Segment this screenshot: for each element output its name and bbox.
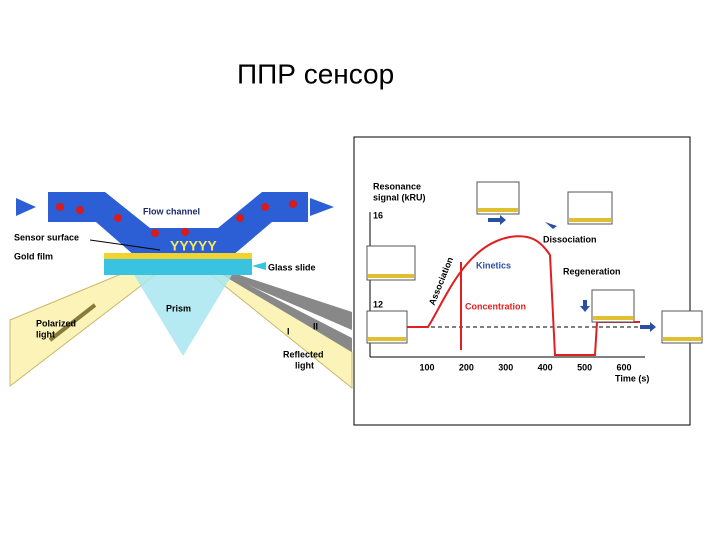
panel-border (353, 136, 691, 426)
prism (134, 275, 232, 356)
y-tick-label: 12 (373, 299, 383, 309)
axis-title: Time (s) (615, 373, 649, 383)
label: Glass slide (268, 262, 316, 272)
beam-i (200, 262, 352, 330)
setup-diagram: YYYYY Flow channel Sensor surface Gold f… (9, 192, 353, 390)
phase-label: Regeneration (563, 266, 621, 276)
label: Sensor surface (14, 232, 79, 242)
x-tick-label: 300 (498, 362, 513, 372)
sensorgram: Resonance signal (kRU) 16141210020030040… (353, 136, 703, 426)
axis-title: signal (kRU) (373, 192, 426, 202)
flow-channel (48, 192, 308, 256)
label: Prism (166, 303, 191, 313)
phase-label: Kinetics (476, 260, 511, 270)
flow-arrow (16, 198, 36, 216)
axis-title: Resonance (373, 181, 421, 191)
label: Gold film (14, 251, 53, 261)
label: Flow channel (143, 206, 200, 216)
slide-title: ППР сенсор (237, 58, 394, 89)
gold-film (104, 253, 252, 259)
y-tick-label: 16 (373, 210, 383, 220)
glass-slide (104, 259, 252, 275)
label: Polarized (36, 318, 76, 328)
x-tick-label: 100 (419, 362, 434, 372)
x-tick-label: 600 (616, 362, 631, 372)
x-tick-label: 400 (538, 362, 553, 372)
arrows (488, 215, 656, 332)
pointer (252, 262, 266, 270)
phase-label: Concentration (465, 301, 526, 311)
light-arrow (48, 303, 97, 342)
beam-ii (204, 262, 352, 352)
label: light (295, 360, 314, 370)
leader-line (89, 239, 161, 251)
flow-arrow (310, 198, 334, 216)
label: Reflected (283, 349, 324, 359)
response-curve (375, 235, 640, 356)
antibodies: YYYYY (170, 238, 217, 254)
inset-gold (368, 208, 701, 341)
x-tick-label: 200 (459, 362, 474, 372)
label: light (36, 329, 55, 339)
x-tick-label: 500 (577, 362, 592, 372)
analyte-dots (56, 200, 297, 237)
phase-label: Dissociation (543, 234, 597, 244)
label: II (313, 321, 318, 331)
label: I (287, 326, 290, 336)
